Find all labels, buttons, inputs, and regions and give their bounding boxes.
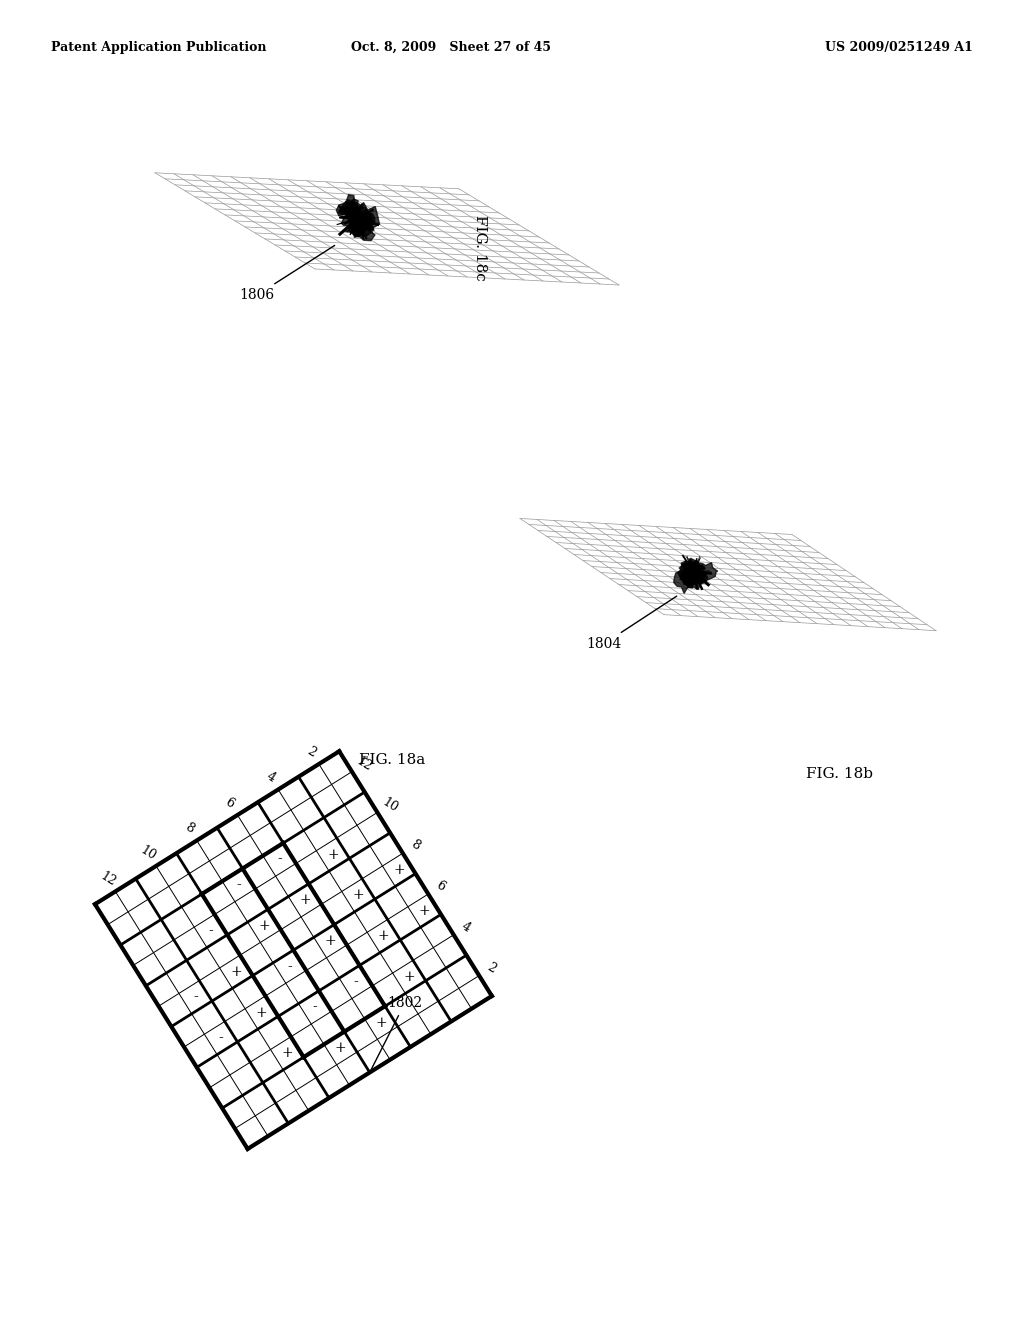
Polygon shape (348, 213, 375, 236)
Text: 10: 10 (138, 843, 159, 863)
Text: -: - (218, 1031, 223, 1045)
Polygon shape (342, 210, 373, 228)
Polygon shape (687, 568, 702, 585)
Polygon shape (679, 564, 710, 582)
Text: +: + (256, 1006, 267, 1019)
Polygon shape (684, 558, 699, 577)
Polygon shape (680, 566, 708, 590)
Text: +: + (282, 1047, 293, 1060)
Polygon shape (686, 565, 702, 579)
Text: -: - (208, 924, 213, 939)
Text: FIG. 18b: FIG. 18b (807, 767, 873, 781)
Polygon shape (351, 213, 364, 226)
Polygon shape (681, 564, 707, 586)
Text: US 2009/0251249 A1: US 2009/0251249 A1 (825, 41, 973, 54)
Polygon shape (345, 216, 375, 240)
Text: +: + (327, 847, 339, 862)
Text: 8: 8 (409, 838, 422, 853)
Text: +: + (325, 935, 336, 948)
Text: 4: 4 (264, 770, 278, 785)
Text: -: - (312, 1001, 317, 1015)
Polygon shape (345, 203, 372, 226)
Text: 1804: 1804 (587, 597, 677, 651)
Text: 1806: 1806 (240, 246, 335, 302)
Text: +: + (352, 888, 365, 903)
Polygon shape (351, 210, 366, 224)
Text: +: + (299, 894, 310, 907)
Polygon shape (354, 202, 380, 231)
Text: -: - (237, 878, 241, 892)
Text: Patent Application Publication: Patent Application Publication (51, 41, 266, 54)
Polygon shape (336, 194, 364, 218)
Polygon shape (682, 562, 707, 583)
Text: -: - (353, 975, 358, 989)
Polygon shape (674, 569, 698, 594)
Polygon shape (349, 216, 369, 234)
Text: Oct. 8, 2009   Sheet 27 of 45: Oct. 8, 2009 Sheet 27 of 45 (350, 41, 551, 54)
Text: +: + (335, 1041, 346, 1055)
Text: 8: 8 (182, 821, 196, 836)
Text: -: - (278, 853, 282, 867)
Polygon shape (678, 564, 699, 581)
Polygon shape (679, 561, 692, 573)
Polygon shape (339, 201, 358, 219)
Text: +: + (403, 970, 415, 983)
Polygon shape (340, 199, 361, 219)
Text: 2: 2 (484, 961, 498, 975)
Text: 6: 6 (223, 795, 237, 810)
Text: -: - (288, 960, 292, 974)
Text: 1802: 1802 (371, 997, 422, 1071)
Text: 10: 10 (379, 795, 399, 814)
Polygon shape (681, 565, 697, 585)
Text: 12: 12 (97, 870, 118, 888)
Polygon shape (345, 207, 366, 227)
Text: 6: 6 (433, 879, 447, 894)
Text: 4: 4 (459, 920, 473, 935)
Polygon shape (353, 222, 367, 235)
Polygon shape (688, 566, 701, 579)
Polygon shape (341, 214, 355, 228)
Text: +: + (376, 1016, 387, 1030)
Text: +: + (258, 919, 270, 933)
Text: -: - (194, 990, 198, 1005)
Polygon shape (689, 566, 701, 578)
Text: 2: 2 (304, 744, 318, 759)
Text: +: + (230, 965, 242, 978)
Text: FIG. 18a: FIG. 18a (359, 752, 426, 767)
Text: +: + (419, 904, 430, 917)
Polygon shape (689, 562, 718, 582)
Polygon shape (681, 558, 703, 585)
Text: FIG. 18c: FIG. 18c (473, 215, 487, 281)
Polygon shape (351, 214, 371, 238)
Text: +: + (378, 929, 389, 942)
Text: +: + (393, 863, 404, 876)
Text: 12: 12 (354, 754, 375, 774)
